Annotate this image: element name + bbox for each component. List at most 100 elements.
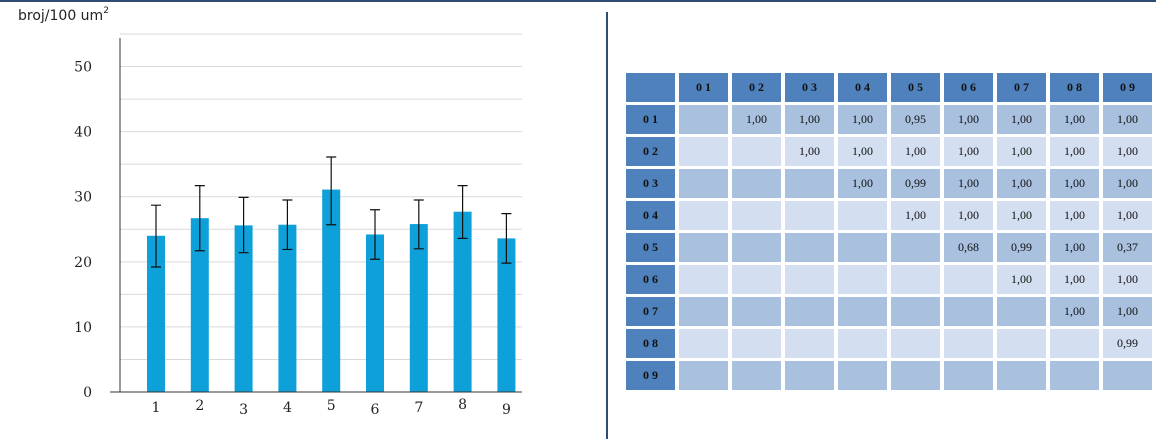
bar	[453, 211, 472, 392]
table-row: 0 9	[626, 361, 1152, 390]
error-bar	[151, 204, 161, 268]
matrix-cell: 1,00	[838, 137, 887, 166]
matrix-cell	[679, 265, 728, 294]
error-bar	[413, 199, 424, 250]
matrix-cell	[838, 361, 887, 390]
bar	[190, 218, 209, 392]
y-tick-label: 50	[74, 60, 92, 76]
column-header: 0 8	[1050, 73, 1099, 102]
matrix-cell: 0,99	[1103, 329, 1152, 358]
matrix-cell	[732, 329, 781, 358]
matrix-cell: 1,00	[997, 105, 1046, 134]
x-tick-label: 4	[283, 400, 292, 416]
matrix-cell: 1,00	[891, 137, 940, 166]
matrix-cell: 1,00	[1103, 169, 1152, 198]
matrix-cell	[838, 233, 887, 262]
matrix-cell	[679, 201, 728, 230]
row-header: 0 4	[626, 201, 675, 230]
matrix-cell	[732, 169, 781, 198]
x-tick-label: 6	[371, 402, 380, 418]
column-header: 0 5	[891, 73, 940, 102]
column-header: 0 7	[997, 73, 1046, 102]
matrix-cell	[785, 265, 834, 294]
matrix-cell: 1,00	[997, 265, 1046, 294]
matrix-cell: 1,00	[1103, 265, 1152, 294]
bar	[322, 189, 341, 392]
bar	[366, 234, 384, 392]
matrix-cell: 1,00	[1050, 201, 1099, 230]
matrix-cell	[732, 361, 781, 390]
matrix-cell: 1,00	[997, 169, 1046, 198]
matrix-cell: 1,00	[944, 201, 993, 230]
row-header: 0 9	[626, 361, 675, 390]
bar	[409, 224, 428, 392]
matrix-cell	[891, 329, 940, 358]
table-row: 0 6 1,00 1,00 1,00	[626, 265, 1152, 294]
y-tick-label: 20	[74, 255, 92, 271]
y-tick-label: 40	[74, 125, 92, 141]
matrix-cell: 1,00	[944, 169, 993, 198]
matrix-cell	[997, 297, 1046, 326]
bar	[497, 238, 516, 392]
error-bar	[282, 199, 293, 251]
matrix-cell: 1,00	[1050, 137, 1099, 166]
matrix-cell	[891, 297, 940, 326]
matrix-cell	[944, 265, 993, 294]
y-axis-label: broj/100 um2	[18, 6, 109, 24]
matrix-cell	[944, 361, 993, 390]
matrix-cell: 1,00	[1103, 297, 1152, 326]
matrix-cell: 1,00	[1103, 201, 1152, 230]
matrix-cell: 1,00	[1103, 105, 1152, 134]
matrix-cell	[679, 169, 728, 198]
x-tick-label: 9	[502, 402, 511, 418]
matrix-cell: 1,00	[1050, 105, 1099, 134]
matrix-cell	[679, 329, 728, 358]
matrix-cell: 0,99	[891, 169, 940, 198]
matrix-cell	[997, 329, 1046, 358]
matrix-cell: 1,00	[785, 137, 834, 166]
matrix-cell: 0,99	[997, 233, 1046, 262]
corner-cell	[626, 73, 675, 102]
matrix-cell	[732, 137, 781, 166]
error-bar	[194, 185, 205, 252]
error-bar	[501, 213, 512, 264]
y-tick-label: 10	[74, 320, 92, 336]
matrix-cell: 1,00	[838, 105, 887, 134]
column-header: 0 2	[732, 73, 781, 102]
matrix-cell: 1,00	[732, 105, 781, 134]
table-row: 0 7 1,00 1,00	[626, 297, 1152, 326]
axes: 0 10 20 30 40 50 1 2 3 4 5 6 7 8 9	[74, 38, 522, 418]
matrix-cell	[785, 169, 834, 198]
error-bar	[326, 156, 337, 226]
row-header: 0 7	[626, 297, 675, 326]
bar	[234, 225, 253, 392]
error-bar	[457, 185, 468, 239]
matrix-cell: 1,00	[997, 137, 1046, 166]
matrix-cell	[785, 329, 834, 358]
matrix-cell	[732, 201, 781, 230]
x-tick-label: 7	[414, 400, 423, 416]
matrix-cell	[838, 297, 887, 326]
column-header: 0 6	[944, 73, 993, 102]
bar-chart: broj/100 um2 0 10 20 30 40 50 1 2 3 4 5 6 7 8 9	[18, 6, 522, 418]
bar-chart-panel: broj/100 um2 0 10 20 30 40 50 1 2 3 4 5 6 7 8 9	[18, 6, 522, 418]
matrix-cell: 0,68	[944, 233, 993, 262]
bar	[147, 235, 165, 392]
matrix-cell: 1,00	[891, 201, 940, 230]
matrix-cell	[997, 361, 1046, 390]
column-header: 0 1	[679, 73, 728, 102]
row-header: 0 1	[626, 105, 675, 134]
table-row: 0 1 1,00 1,00 1,00 0,95 1,00 1,00 1,00 1,00	[626, 105, 1152, 134]
matrix-cell: 1,00	[997, 201, 1046, 230]
y-tick-label: 0	[83, 385, 92, 401]
matrix-cell	[838, 329, 887, 358]
matrix-cell	[785, 297, 834, 326]
column-header: 0 4	[838, 73, 887, 102]
table-row: 0 2 1,00 1,00 1,00 1,00 1,00 1,00 1,00	[626, 137, 1152, 166]
row-header: 0 2	[626, 137, 675, 166]
matrix-cell	[679, 361, 728, 390]
matrix-cell	[891, 233, 940, 262]
matrix-cell: 1,00	[1103, 137, 1152, 166]
